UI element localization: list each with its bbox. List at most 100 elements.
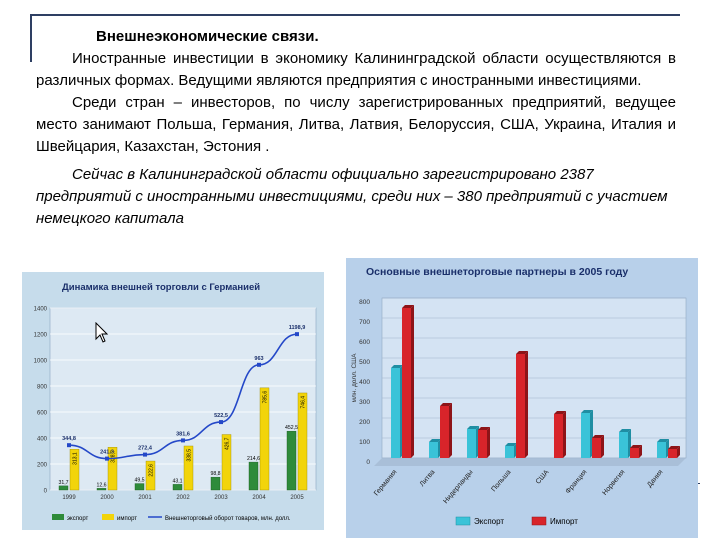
import-bar bbox=[630, 448, 639, 458]
import-bar bbox=[592, 438, 601, 458]
export-bar bbox=[467, 429, 476, 458]
turnover-value-label: 272,4 bbox=[138, 446, 153, 452]
y-axis-label: млн. долл. США bbox=[351, 353, 358, 403]
x-tick-label: 2003 bbox=[214, 495, 228, 501]
turnover-value-label: 381,6 bbox=[176, 431, 190, 437]
export-value-label: 31,7 bbox=[58, 480, 68, 486]
import-bar-top bbox=[668, 446, 680, 449]
import-value-label: 746,4 bbox=[300, 396, 306, 409]
paragraph-investor-countries: Среди стран – инвесторов, по числу зарег… bbox=[36, 94, 676, 155]
turnover-point bbox=[105, 456, 109, 461]
plot-floor bbox=[374, 458, 686, 466]
side-rule bbox=[30, 14, 32, 62]
import-bar bbox=[145, 460, 156, 491]
y-tick-label: 0 bbox=[366, 459, 370, 466]
chart-title: Основные внешнеторговые партнеры в 2005 … bbox=[366, 266, 628, 278]
y-tick-label: 600 bbox=[359, 339, 370, 346]
import-bar bbox=[221, 434, 232, 491]
export-bar bbox=[286, 430, 297, 491]
export-value-label: 98,8 bbox=[210, 471, 220, 477]
legend-label-export: экспорт bbox=[67, 516, 89, 522]
y-tick-label: 700 bbox=[359, 319, 370, 326]
slide-text: Внешнеэкономические связи. Иностранные и… bbox=[36, 26, 676, 230]
y-tick-label: 1000 bbox=[34, 359, 48, 365]
turnover-value-label: 522,5 bbox=[214, 413, 228, 419]
import-bar-top bbox=[516, 351, 528, 354]
import-bar bbox=[440, 406, 449, 458]
export-bar bbox=[210, 476, 221, 491]
import-bar bbox=[69, 449, 80, 491]
turnover-point bbox=[257, 362, 261, 367]
import-bar-side bbox=[639, 445, 642, 458]
turnover-point bbox=[181, 438, 185, 443]
germany-trade-chart: Динамика внешней торговли с Германией 0 20… bbox=[22, 272, 324, 530]
export-bar bbox=[581, 413, 590, 458]
legend-swatch-import bbox=[102, 514, 114, 520]
turnover-point bbox=[143, 452, 147, 457]
export-bar-top bbox=[619, 429, 631, 432]
import-bar-top bbox=[592, 435, 604, 438]
export-bar bbox=[248, 461, 259, 491]
export-bar-top bbox=[429, 439, 441, 442]
import-bar bbox=[478, 430, 487, 458]
import-bar-side bbox=[677, 446, 680, 458]
x-tick-label: 1999 bbox=[62, 495, 76, 501]
export-bar-top bbox=[391, 365, 403, 368]
x-tick-label: 2001 bbox=[138, 495, 152, 501]
mouse-cursor-icon bbox=[95, 322, 109, 343]
x-tick-label: 2004 bbox=[252, 495, 266, 501]
y-tick-label: 200 bbox=[359, 419, 370, 426]
import-bar-top bbox=[402, 305, 414, 308]
x-tick-label: 2002 bbox=[176, 495, 190, 501]
import-bar-side bbox=[487, 427, 490, 458]
turnover-value-label: 1198,9 bbox=[289, 325, 306, 331]
turnover-point bbox=[295, 332, 299, 337]
import-value-label: 222,6 bbox=[148, 464, 154, 477]
legend-label-import: импорт bbox=[117, 516, 137, 522]
import-value-label: 338,5 bbox=[186, 449, 192, 462]
export-bar-top bbox=[467, 426, 479, 429]
legend-swatch-export bbox=[52, 514, 64, 520]
export-value-label: 214,6 bbox=[247, 456, 260, 462]
import-bar bbox=[402, 308, 411, 458]
export-value-label: 49,5 bbox=[134, 478, 144, 484]
x-tick-label: 2005 bbox=[290, 495, 304, 501]
import-value-label: 313,1 bbox=[72, 452, 78, 465]
export-bar bbox=[657, 442, 666, 458]
y-tick-label: 200 bbox=[37, 463, 48, 469]
import-bar-top bbox=[554, 411, 566, 414]
y-tick-label: 1200 bbox=[34, 333, 48, 339]
export-bar bbox=[172, 484, 183, 491]
export-bar bbox=[505, 446, 514, 458]
slide-title: Внешнеэкономические связи. bbox=[96, 28, 319, 45]
import-bar-side bbox=[563, 411, 566, 458]
export-bar bbox=[429, 442, 438, 458]
export-bar bbox=[619, 432, 628, 458]
import-bar bbox=[668, 449, 677, 458]
legend-label-import: Импорт bbox=[550, 517, 578, 526]
y-tick-label: 500 bbox=[359, 359, 370, 366]
x-tick-label: 2000 bbox=[100, 495, 114, 501]
import-bar-side bbox=[601, 435, 604, 458]
export-value-label: 12,6 bbox=[96, 482, 106, 488]
export-bar bbox=[134, 483, 145, 491]
export-bar-top bbox=[657, 439, 669, 442]
turnover-value-label: 241,3 bbox=[100, 450, 114, 456]
y-tick-label: 800 bbox=[37, 385, 48, 391]
turnover-value-label: 344,8 bbox=[62, 436, 76, 442]
import-bar bbox=[107, 447, 118, 491]
import-bar bbox=[516, 354, 525, 458]
import-value-label: 328,7 bbox=[110, 450, 116, 463]
legend-label-turnover: Внешнеторговый оборот товаров, млн. долл… bbox=[165, 515, 291, 522]
turnover-value-label: 963 bbox=[254, 356, 263, 362]
export-bar bbox=[58, 485, 69, 491]
import-value-label: 785,6 bbox=[262, 391, 268, 404]
import-bar bbox=[297, 392, 308, 491]
y-tick-label: 400 bbox=[37, 437, 48, 443]
trade-partners-chart: Основные внешнеторговые партнеры в 2005 … bbox=[346, 258, 698, 538]
y-tick-label: 300 bbox=[359, 399, 370, 406]
export-bar-top bbox=[581, 410, 593, 413]
export-value-label: 43,1 bbox=[172, 478, 182, 484]
chart-title: Динамика внешней торговли с Германией bbox=[62, 282, 260, 293]
export-bar bbox=[391, 368, 400, 458]
